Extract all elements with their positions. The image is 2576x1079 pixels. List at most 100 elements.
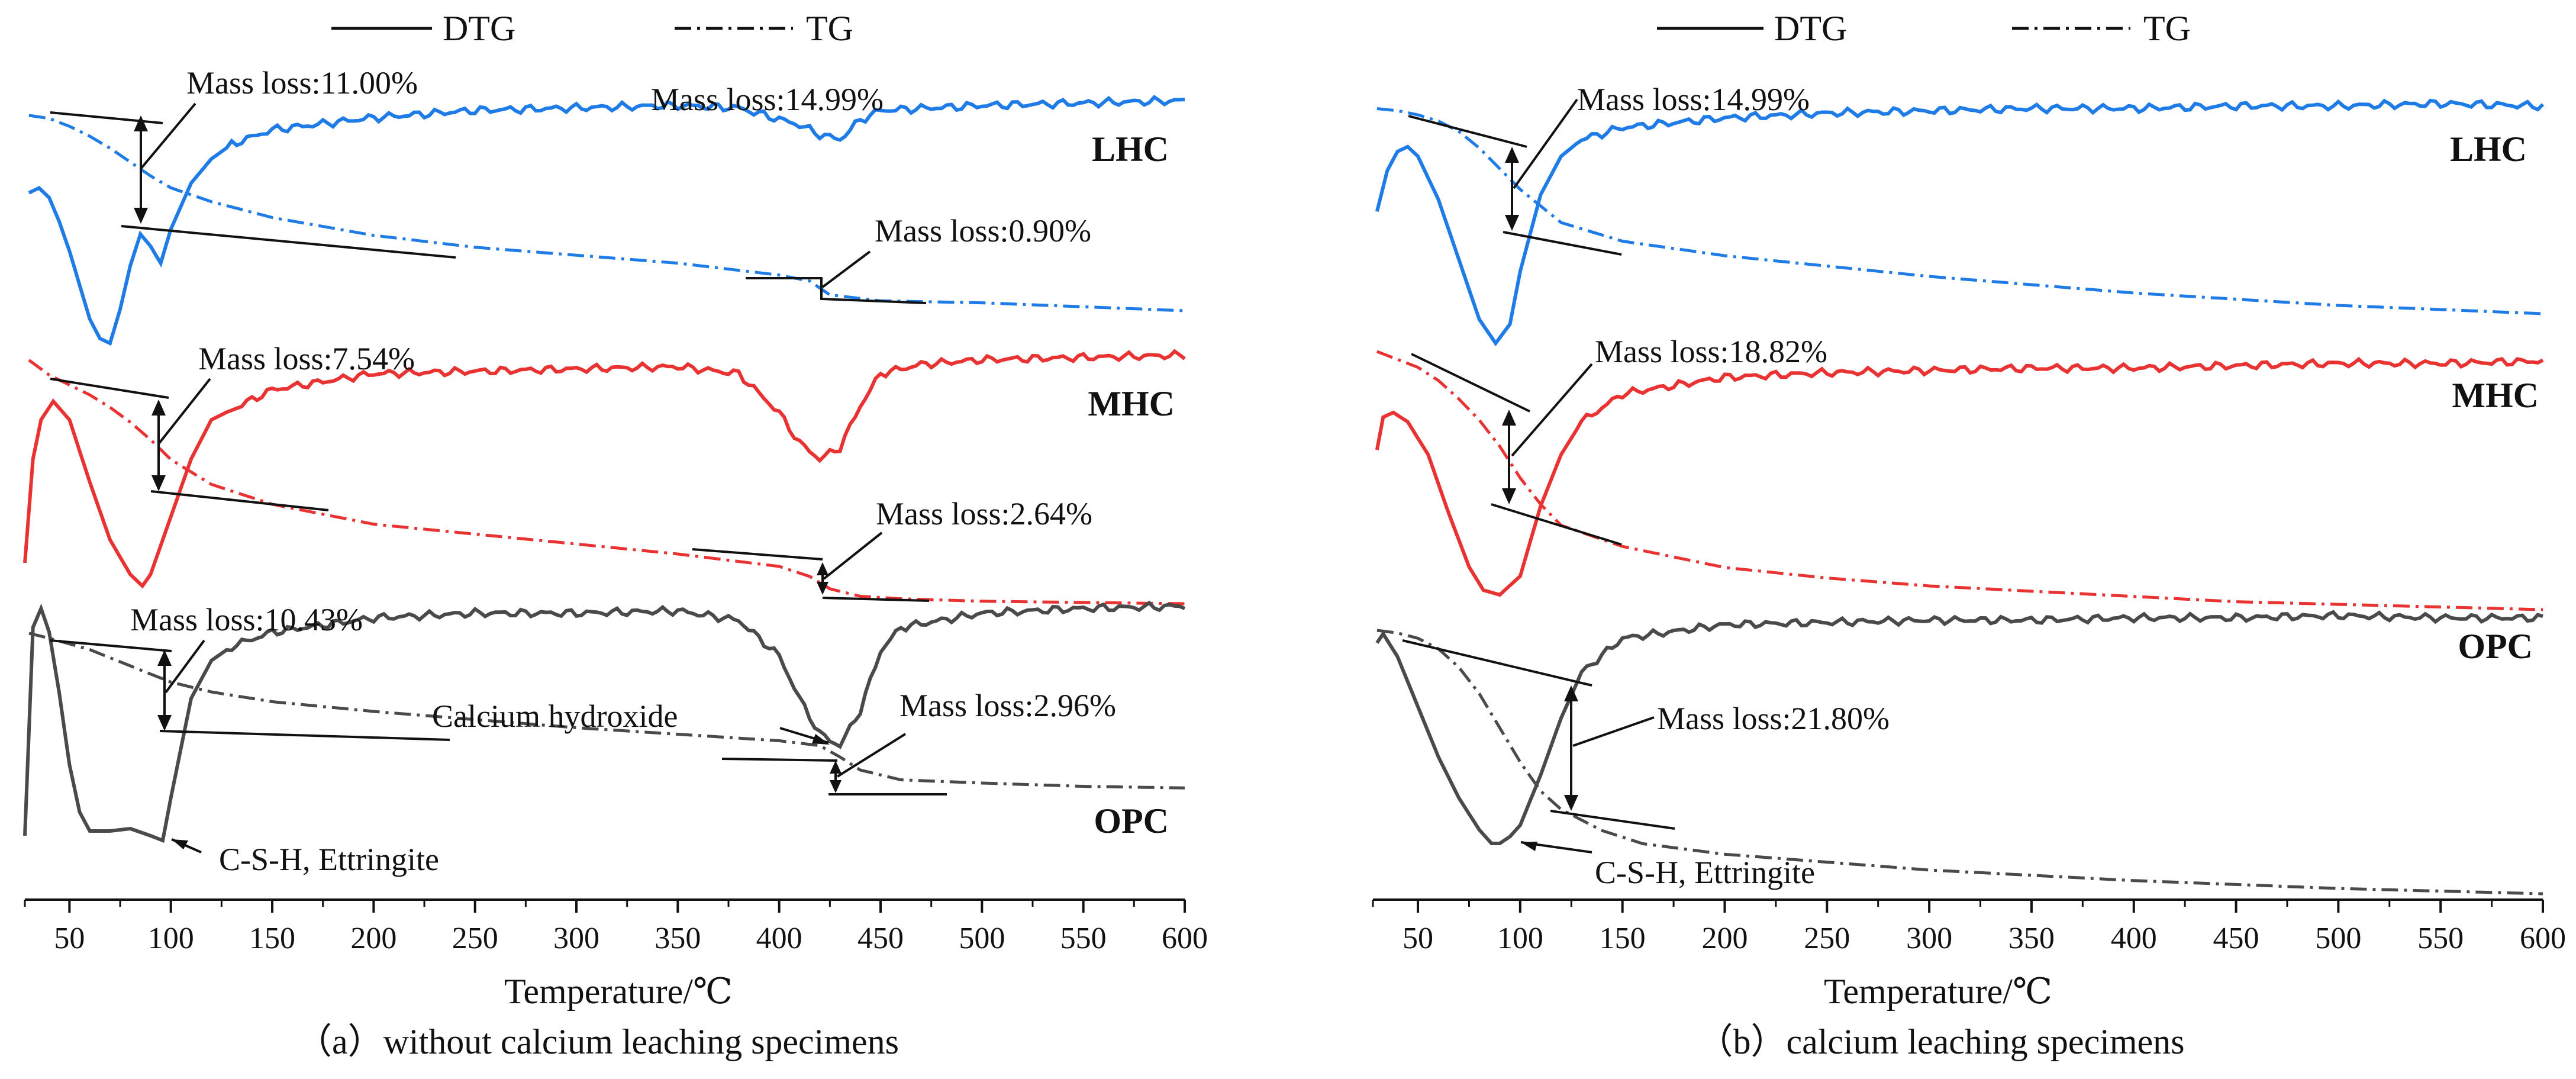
b-opc-dtg-curve [1375,610,2543,845]
x-tick-label-a-100: 100 [148,922,194,955]
b-mhc-leader [1511,363,1593,457]
legend-b-dtg-label: DTG [1774,9,1847,48]
x-tick-label-b-100: 100 [1497,922,1543,955]
a-lhc-tg-curve [28,114,1185,313]
b-opc-tg-curve [1376,629,2543,896]
legend-dtg-label: DTG [443,9,515,48]
a-opc-leader-2 [836,733,907,778]
a-opc-leader-1 [165,639,205,694]
a-opc-tangent-2 [159,730,450,741]
x-axis-title-a: Temperature/℃ [504,972,733,1011]
b-lhc-label: LHC [2450,130,2527,169]
x-tick-label-b-250: 250 [1804,922,1850,955]
x-tick-label-b-500: 500 [2315,922,2361,955]
x-tick-label-a-400: 400 [756,922,802,955]
x-tick-label-b-150: 150 [1600,922,1646,955]
b-csh-ettringite: C-S-H, Ettringite [1595,855,1815,890]
a-lhc-mass-loss-3: Mass loss:0.90% [875,213,1091,249]
a-mhc-tg-curve [28,359,1185,605]
b-lhc-tangent-1 [1408,115,1527,148]
a-lhc-tangent-2 [121,225,456,259]
a-opc-tangent-1 [50,639,172,652]
a-calcium-hydroxide: Calcium hydroxide [432,698,678,734]
x-tick-label-b-300: 300 [1906,922,1952,955]
a-mhc-tangent-3 [692,548,823,561]
a-mhc-mass-loss-2: Mass loss:2.64% [876,496,1092,532]
a-mhc-mass-loss-1: Mass loss:7.54% [198,341,415,376]
b-annotation-texts: Mass loss:14.99% Mass loss:18.82% Mass l… [1577,82,1890,890]
a-csh-ettringite: C-S-H, Ettringite [219,842,439,877]
b-opc-tangent-2 [1550,810,1675,830]
b-lhc-leader [1513,98,1578,189]
a-opc-label: OPC [1094,801,1169,840]
x-tick-label-a-200: 200 [350,922,396,955]
x-tick-label-b-600: 600 [2520,922,2566,955]
a-annotation-lines [50,102,947,853]
x-tick-label-b-200: 200 [1701,922,1748,955]
x-tick-label-a-500: 500 [959,922,1005,955]
legend-a: DTG TG [331,9,853,48]
x-tick-label-a-350: 350 [655,922,701,955]
a-opc-mass-loss-1: Mass loss:10.43% [130,602,363,637]
b-mhc-mass-loss: Mass loss:18.82% [1595,334,1827,369]
b-opc-tangent-1 [1402,639,1592,687]
a-opc-dtg-curve [23,600,1186,843]
x-tick-label-b-550: 550 [2417,922,2464,955]
x-tick-label-a-150: 150 [249,922,295,955]
caption-a: （a）without calcium leaching specimens [296,1022,899,1061]
x-ticks-a: 50 100 150 200 250 300 350 400 450 500 550 600 [24,900,1208,955]
a-annotation-texts: Mass loss:11.00% Mass loss:14.99% Mass l… [130,65,1116,877]
b-opc-leader [1572,716,1655,747]
a-lhc-label: LHC [1092,130,1169,169]
a-mhc-leader-1 [157,378,211,445]
x-tick-label-a-600: 600 [1162,922,1208,955]
x-axis-title-b: Temperature/℃ [1824,972,2052,1011]
x-ticks-b: 50 100 150 200 250 300 350 400 450 500 550 600 [1372,900,2566,955]
legend-b: DTG TG [1657,9,2191,48]
b-mhc-tg-curve [1376,350,2543,611]
a-opc-tangent-3 [721,758,838,762]
a-mhc-dtg-curve [23,349,1186,589]
x-tick-label-a-300: 300 [553,922,599,955]
x-tick-label-b-350: 350 [2008,922,2055,955]
x-tick-label-b-450: 450 [2213,922,2259,955]
a-opc-tg-curve [28,632,1185,790]
a-opc-mass-loss-2: Mass loss:2.96% [899,688,1116,723]
x-tick-label-b-400: 400 [2111,922,2157,955]
b-mhc-tangent-2 [1491,503,1622,546]
a-lhc-tangent-1 [50,111,163,124]
a-lhc-step [746,277,927,304]
x-tick-label-a-450: 450 [857,922,904,955]
a-lhc-leader-2 [821,250,871,288]
a-arrowheads [134,115,842,849]
b-opc-label: OPC [2458,627,2533,666]
b-arrowheads [1502,147,1578,851]
caption-b: （b）calcium leaching specimens [1697,1022,2184,1061]
x-tick-label-b-50: 50 [1403,922,1433,955]
b-lhc-tg-curve [1376,107,2543,315]
legend-tg-label: TG [806,9,853,48]
legend-b-tg-label: TG [2143,9,2191,48]
a-lhc-mass-loss-1: Mass loss:11.00% [186,65,418,101]
b-mhc-dtg-curve [1375,356,2544,597]
x-tick-label-a-250: 250 [452,922,498,955]
x-tick-label-a-50: 50 [54,922,85,955]
b-mhc-tangent-1 [1411,353,1530,413]
b-lhc-dtg-curve [1375,98,2545,347]
b-lhc-tangent-2 [1503,231,1622,256]
x-tick-label-a-550: 550 [1060,922,1107,955]
a-lhc-leader-1 [140,102,196,170]
b-annotation-lines [1402,98,1675,853]
b-lhc-mass-loss: Mass loss:14.99% [1577,82,1810,117]
b-mhc-label: MHC [2452,376,2539,415]
a-mhc-tangent-4 [822,597,930,602]
panel-a: DTG TG 50 100 150 200 250 300 350 400 450 500 550 6… [23,9,1208,1061]
a-lhc-dtg-curve [28,95,1185,346]
a-mhc-label: MHC [1088,384,1175,423]
a-mhc-leader-2 [823,532,883,580]
panel-b: DTG TG 50 100 150 200 250 300 350 400 450 500 550 6… [1372,9,2566,1061]
a-lhc-mass-loss-2: Mass loss:14.99% [651,82,884,117]
a-mhc-tangent-1 [50,378,169,399]
a-mhc-tangent-2 [150,490,329,511]
